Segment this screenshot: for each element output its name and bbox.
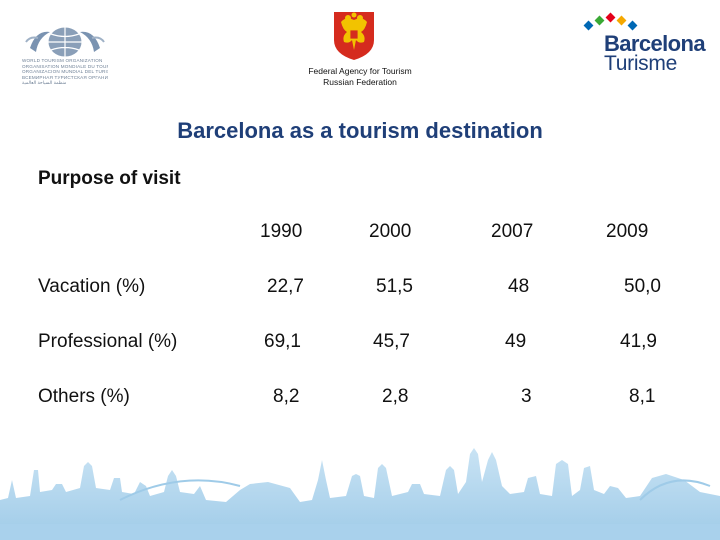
unwto-line: ВСЕМИРНАЯ ТУРИСТСКАЯ ОРГАНИЗАЦИЯ — [22, 74, 108, 80]
unwto-line: ORGANISATION MONDIALE DU TOURISME — [22, 63, 108, 69]
table-cell: 2,8 — [382, 386, 409, 407]
slide-title: Barcelona as a tourism destination — [177, 118, 543, 143]
table-cell: 8,2 — [273, 386, 300, 407]
unwto-line: WORLD TOURISM ORGANIZATION — [22, 58, 103, 63]
unwto-name-lines: WORLD TOURISM ORGANIZATION ORGANISATION … — [22, 58, 108, 86]
barcelona-skyline-decoration — [0, 448, 720, 540]
year-header: 1990 — [260, 221, 303, 242]
row-label: Professional (%) — [38, 331, 178, 352]
barcelona-brand-name: Barcelona — [604, 31, 706, 56]
table-cell: 49 — [505, 331, 527, 352]
barcelona-turisme-logo-dots — [583, 12, 638, 31]
unwto-line: منظمة السياحة العالمية — [22, 80, 67, 86]
table-cell: 48 — [508, 276, 530, 297]
agency-country: Russian Federation — [323, 77, 397, 87]
slide-subtitle: Purpose of visit — [38, 168, 181, 189]
row-label: Vacation (%) — [38, 276, 146, 297]
table-cell: 22,7 — [267, 276, 304, 297]
table-cell: 50,0 — [624, 276, 661, 297]
table-cell: 51,5 — [376, 276, 413, 297]
year-header: 2000 — [369, 221, 412, 242]
russian-coat-of-arms-icon — [334, 12, 374, 60]
year-header: 2009 — [606, 221, 649, 242]
table-cell: 41,9 — [620, 331, 657, 352]
year-header: 2007 — [491, 221, 534, 242]
agency-caption: Federal Agency for Tourism Russian Feder… — [240, 66, 480, 88]
table-cell: 45,7 — [373, 331, 410, 352]
row-label: Others (%) — [38, 386, 130, 407]
table-cell: 69,1 — [264, 331, 301, 352]
table-cell: 3 — [521, 386, 532, 407]
unwto-globe-logo — [25, 26, 105, 58]
table-cell: 8,1 — [629, 386, 656, 407]
unwto-line: ORGANIZACION MUNDIAL DEL TURISMO — [22, 69, 108, 75]
agency-name: Federal Agency for Tourism — [308, 66, 412, 76]
turisme-brand-name: Turisme — [604, 52, 677, 75]
